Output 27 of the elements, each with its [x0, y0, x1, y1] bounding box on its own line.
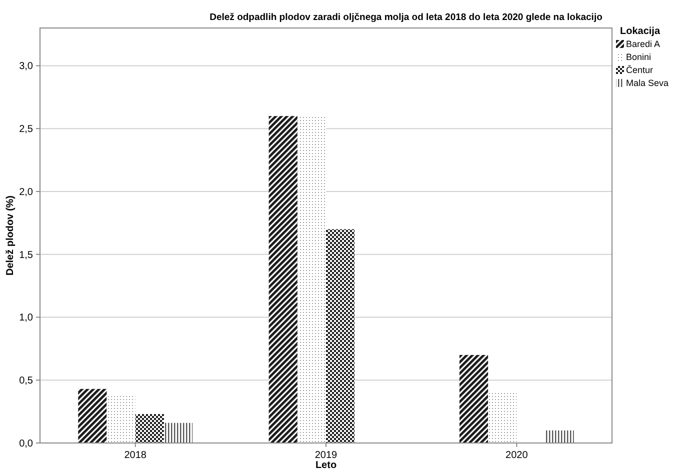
x-axis-title: Leto [315, 460, 337, 471]
bar [297, 116, 326, 443]
legend-title: Lokacija [620, 26, 660, 37]
bar [545, 430, 574, 443]
legend-label: Baredi A [626, 39, 660, 49]
bar [459, 354, 488, 443]
x-tick-label: 2020 [506, 450, 528, 461]
bar [326, 229, 355, 443]
bar [135, 414, 164, 443]
y-tick-label: 0,0 [19, 438, 34, 450]
y-tick-label: 1,5 [19, 250, 34, 261]
y-tick-label: 1,0 [19, 312, 34, 324]
legend-label: Bonini [626, 52, 652, 62]
legend-label: Mala Seva [626, 78, 669, 88]
bar [268, 116, 298, 443]
legend-label: Čentur [626, 65, 654, 75]
y-tick-label: 3,0 [19, 61, 34, 72]
chart-title: Delež odpadlih plodov zaradi oljčnega molja od leta 2018 do leta 2020 glede na lokacijo [210, 12, 603, 23]
x-tick-label: 2019 [314, 450, 338, 461]
bar [78, 388, 107, 443]
y-tick-label: 0,5 [19, 376, 34, 387]
y-axis-title: Delež plodov (%) [5, 195, 16, 276]
y-tick-label: 2,0 [19, 186, 34, 198]
bar [164, 422, 193, 443]
y-tick-label: 2,5 [19, 124, 34, 136]
bar [106, 395, 136, 443]
x-tick-label: 2018 [124, 450, 147, 461]
